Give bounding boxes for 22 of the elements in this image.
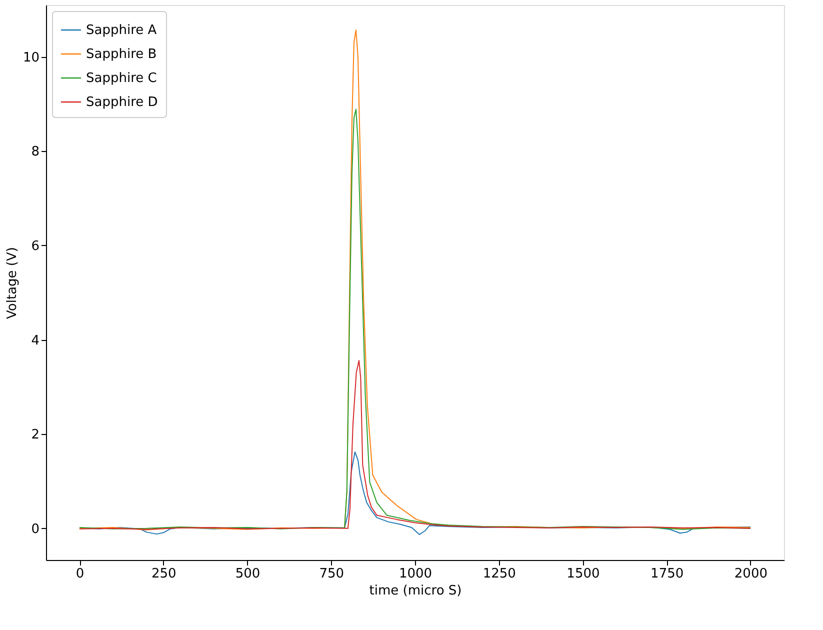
y-tick-label: 0 (31, 522, 40, 537)
x-tick-label: 500 (235, 566, 260, 582)
x-axis-title: time (micro S) (369, 584, 462, 598)
y-tick-label: 10 (22, 50, 40, 66)
y-tick-label: 2 (31, 428, 40, 443)
x-tick-label: 0 (76, 566, 84, 582)
y-tick-label: 6 (31, 238, 40, 254)
line-series (79, 360, 751, 530)
legend-label: Sapphire A (86, 23, 157, 38)
x-tick-label: 750 (319, 566, 344, 582)
legend-label: Sapphire C (86, 71, 157, 86)
x-tick-label: 1000 (398, 566, 432, 582)
x-tick-label: 1500 (566, 566, 600, 582)
legend-label: Sapphire D (86, 95, 158, 110)
y-axis-title: Voltage (V) (4, 247, 20, 319)
x-tick-label: 2000 (734, 566, 768, 582)
x-tick-label: 1250 (482, 566, 516, 582)
y-tick-label: 8 (31, 144, 40, 160)
legend-label: Sapphire B (86, 47, 157, 62)
x-tick-label: 1750 (650, 566, 684, 582)
y-tick-label: 4 (31, 333, 40, 348)
x-tick-label: 250 (151, 566, 176, 582)
